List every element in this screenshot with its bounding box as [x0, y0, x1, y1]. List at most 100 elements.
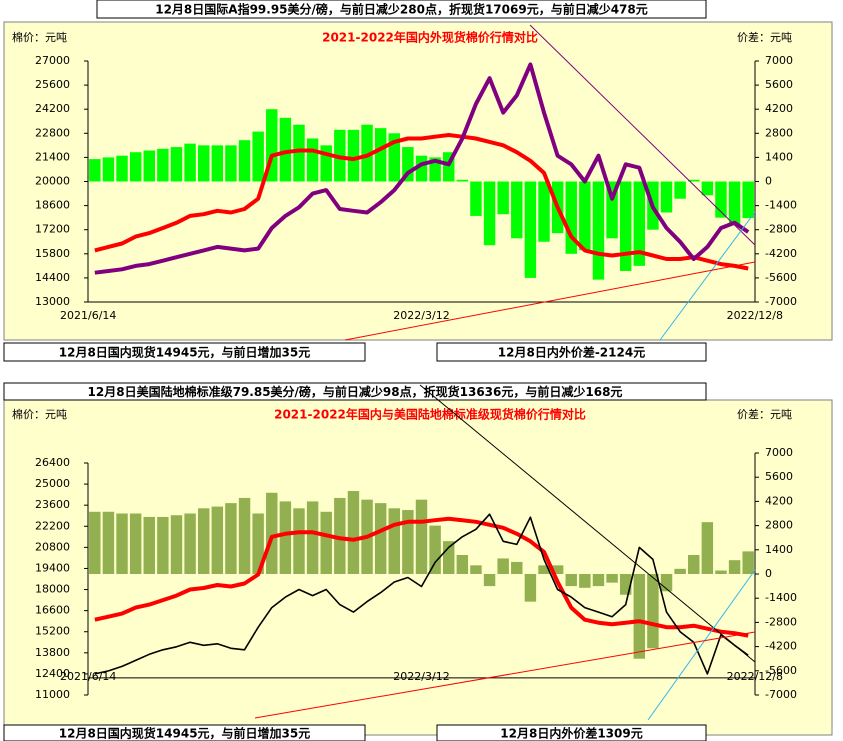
- y-tick-label: 17200: [35, 223, 70, 236]
- y-tick-label: 14400: [35, 271, 70, 284]
- spread-bar: [170, 515, 183, 574]
- price-line: [94, 62, 750, 275]
- spread-bar: [415, 155, 428, 182]
- footnote: 12月8日内外价差1309元: [500, 726, 642, 741]
- footnote-box: [3, 342, 366, 362]
- y2-axis-label: 价差：元吨: [737, 407, 792, 421]
- spread-bar: [320, 145, 332, 182]
- spread-bar: [524, 574, 537, 602]
- y-tick-label: 22800: [35, 126, 70, 139]
- y-tick-label: 12400: [35, 667, 70, 680]
- y-tick-label: 26400: [35, 456, 70, 469]
- spread-bar: [129, 513, 142, 574]
- spread-bar: [225, 503, 237, 574]
- y2-tick-label: -1400: [765, 591, 797, 604]
- spread-bar: [116, 513, 128, 574]
- spread-bar: [565, 574, 577, 587]
- spread-bar: [619, 181, 632, 272]
- spread-bar: [211, 145, 224, 182]
- spread-bar: [538, 565, 550, 574]
- trend-line: [419, 384, 756, 663]
- trend-line: [647, 569, 756, 721]
- spread-bar: [606, 181, 618, 239]
- chart-title: 2021-2022年国内与美国陆地棉标准级现货棉价行情对比: [274, 407, 586, 422]
- x-tick-label: 2022/12/8: [727, 670, 783, 683]
- spread-bar: [293, 508, 305, 574]
- spread-bar: [674, 181, 686, 199]
- y-tick-label: 23600: [35, 498, 70, 511]
- footnote: 12月8日国内现货14945元，与前日增加35元: [59, 345, 311, 360]
- y2-tick-label: -1400: [765, 199, 797, 212]
- footnote-box: [436, 342, 707, 362]
- spread-bar: [456, 179, 469, 182]
- trend-line: [344, 261, 756, 341]
- footnote: 12月8日内外价差-2124元: [498, 345, 645, 360]
- spread-bar: [728, 560, 741, 574]
- spread-bar: [497, 181, 509, 215]
- y-tick-label: 15800: [35, 247, 70, 260]
- trend-line: [529, 24, 756, 246]
- spread-bar: [483, 574, 496, 587]
- spread-bar: [565, 181, 577, 254]
- spread-bar: [619, 574, 632, 595]
- spread-bar: [374, 128, 387, 182]
- spread-bar: [89, 511, 101, 574]
- spread-bar: [170, 147, 183, 182]
- y-tick-label: 18600: [35, 199, 70, 212]
- spread-bar: [306, 501, 319, 574]
- y-tick-label: 24200: [35, 102, 70, 115]
- spread-bar: [443, 152, 455, 182]
- spread-bar: [320, 511, 332, 574]
- y-axis-label: 棉价：元吨: [12, 30, 67, 44]
- y2-tick-label: 0: [765, 175, 772, 188]
- spread-bar: [688, 554, 700, 574]
- y-tick-label: 27000: [35, 54, 70, 67]
- spread-bar: [238, 497, 251, 574]
- spread-bar: [225, 145, 237, 182]
- spread-bar: [715, 181, 727, 218]
- y2-tick-label: -2800: [765, 615, 797, 628]
- x-tick-label: 2022/3/12: [393, 309, 449, 322]
- spread-bar: [524, 181, 537, 278]
- spread-bar: [633, 574, 646, 659]
- spread-bar: [511, 181, 523, 239]
- chart-title: 2021-2022年国内外现货棉价行情对比: [322, 30, 538, 45]
- x-tick-label: 2022/3/12: [393, 670, 449, 683]
- y2-tick-label: -7000: [765, 295, 797, 308]
- spread-bar: [579, 574, 591, 588]
- y2-tick-label: 4200: [765, 494, 793, 507]
- spread-bar: [102, 511, 115, 574]
- headline-box: [96, 0, 707, 19]
- spread-bar: [633, 181, 646, 266]
- y-tick-label: 11000: [35, 688, 70, 701]
- spread-bar: [252, 513, 264, 574]
- spread-bar: [129, 152, 142, 182]
- y-tick-label: 18000: [35, 583, 70, 596]
- headline-box: [3, 382, 707, 401]
- trend-line: [659, 211, 756, 341]
- spread-bar: [728, 181, 741, 225]
- spread-bar: [157, 516, 169, 574]
- spread-bar: [361, 124, 373, 182]
- spread-bar: [347, 491, 360, 574]
- spread-bar: [443, 541, 455, 574]
- trend-line: [254, 631, 756, 719]
- spread-bar: [184, 513, 196, 574]
- spread-bar: [538, 181, 550, 242]
- spread-bar: [252, 131, 264, 182]
- spread-bar: [402, 510, 414, 574]
- spread-bar: [334, 497, 346, 574]
- spread-bar: [647, 574, 659, 649]
- spread-bar: [143, 150, 155, 182]
- y-tick-label: 25600: [35, 78, 70, 91]
- y-tick-label: 20000: [35, 175, 70, 188]
- y2-tick-label: 1400: [765, 150, 793, 163]
- spread-bar: [279, 501, 292, 574]
- spread-bar: [688, 179, 700, 182]
- y2-tick-label: 0: [765, 567, 772, 580]
- spread-bar: [293, 124, 305, 182]
- x-tick-label: 2021/6/14: [60, 670, 116, 683]
- spread-bar: [497, 558, 509, 574]
